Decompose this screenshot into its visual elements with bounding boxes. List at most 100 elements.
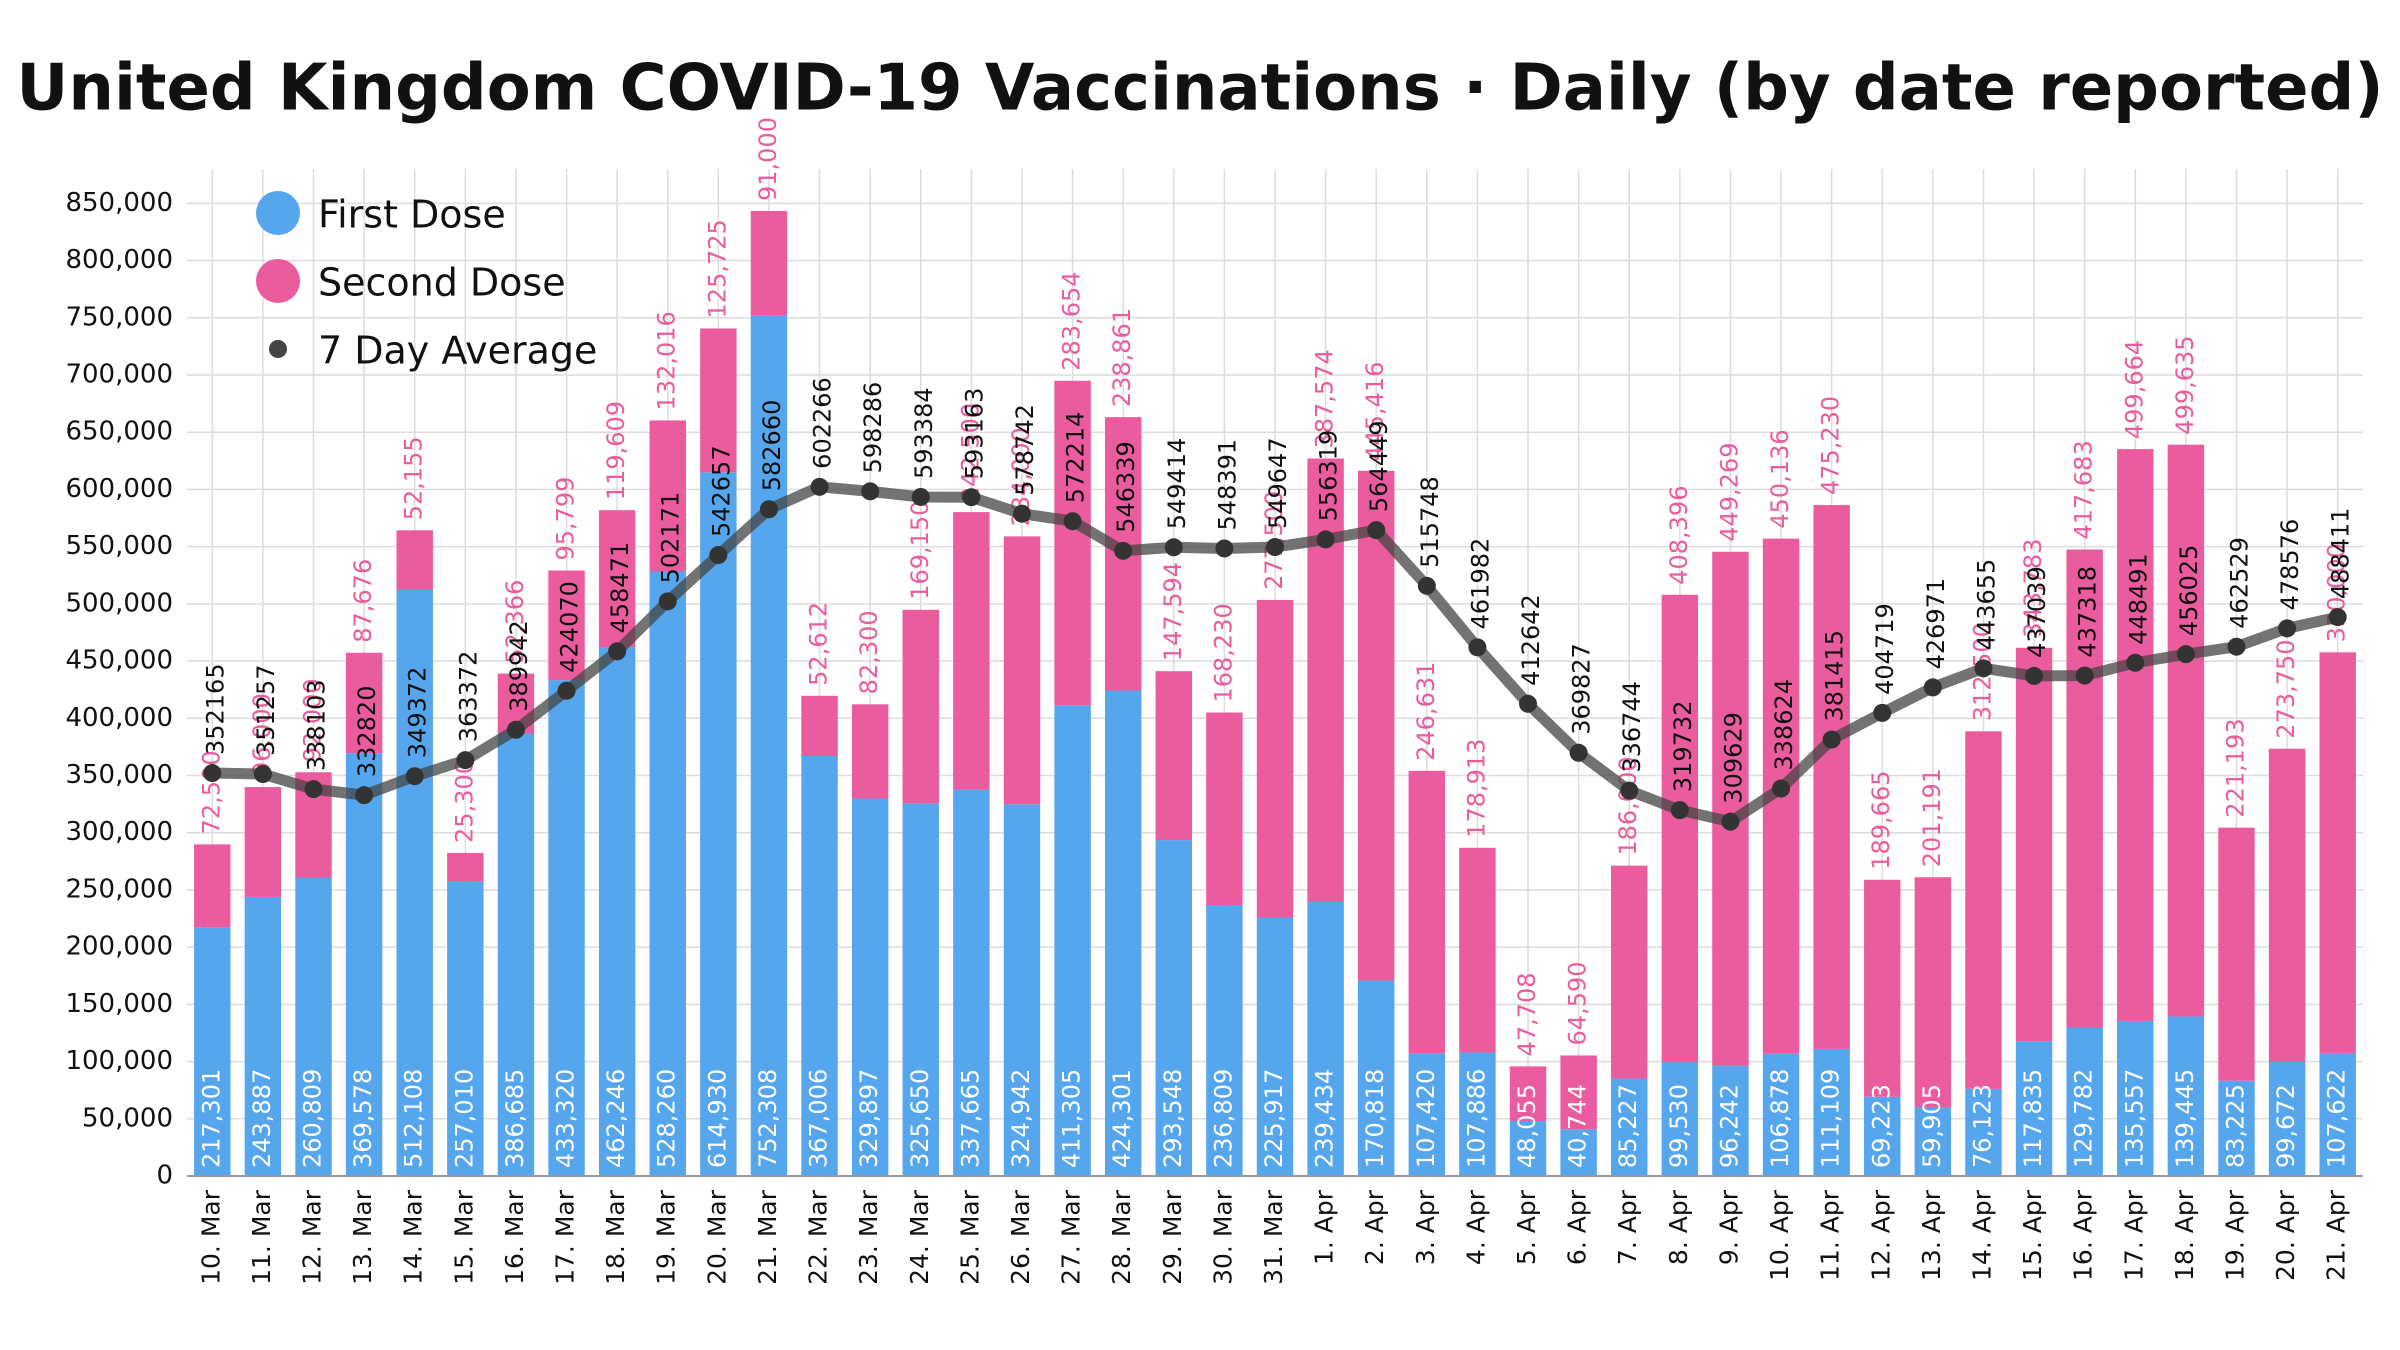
x-tick-label: 17. Apr — [2119, 1189, 2148, 1281]
average-label: 593384 — [910, 387, 938, 479]
average-point — [2075, 666, 2094, 685]
legend-label: Second Dose — [318, 261, 566, 305]
bar-segment — [1003, 536, 1041, 805]
average-label: 549647 — [1264, 437, 1292, 529]
y-tick-label: 800,000 — [65, 245, 173, 275]
data-label: 367,006 — [805, 1069, 833, 1168]
bar-segment — [851, 798, 889, 1176]
bar-segment — [1965, 1088, 2002, 1176]
x-tick-label: 12. Mar — [298, 1189, 327, 1285]
data-label: 499,635 — [2171, 335, 2199, 434]
data-label: 417,683 — [2070, 440, 2098, 539]
average-point — [861, 482, 880, 501]
y-tick-label: 600,000 — [65, 474, 173, 504]
bar-segment — [598, 510, 636, 648]
x-tick-label: 21. Mar — [753, 1189, 782, 1285]
bar-segment — [1054, 705, 1091, 1176]
data-label: 96,242 — [1715, 1084, 1743, 1168]
data-label: 119,609 — [602, 401, 630, 500]
average-point — [2176, 645, 2195, 664]
x-tick-label: 23. Mar — [854, 1189, 883, 1285]
average-point — [1721, 812, 1740, 831]
average-label: 478576 — [2276, 519, 2304, 611]
data-label: 239,434 — [1311, 1069, 1339, 1168]
average-label: 556319 — [1315, 430, 1343, 522]
bar-segment — [953, 512, 990, 790]
average-label: 542657 — [707, 445, 735, 537]
legend-marker — [256, 259, 300, 303]
bar-segment — [1560, 1055, 1597, 1130]
average-point — [1519, 694, 1538, 713]
data-label: 52,366 — [501, 580, 529, 664]
average-label: 349372 — [404, 667, 432, 759]
average-point — [1468, 638, 1487, 657]
data-label: 129,782 — [2070, 1069, 2098, 1168]
bar-segment — [345, 753, 383, 1176]
x-tick-label: 17. Mar — [551, 1189, 580, 1285]
data-label: 69,223 — [1867, 1084, 1895, 1168]
data-label: 528,260 — [653, 1069, 681, 1168]
bar-segment — [447, 852, 484, 882]
average-point — [1670, 801, 1689, 820]
bar-segment — [1003, 804, 1041, 1176]
data-label: 411,305 — [1058, 1069, 1086, 1168]
x-tick-label: 4. Apr — [1461, 1189, 1490, 1265]
bar-segment — [2167, 1016, 2205, 1176]
bar-segment — [497, 733, 535, 1176]
bar-segment — [1206, 905, 1243, 1176]
bar-segment — [2218, 827, 2255, 1081]
bar-segment — [1914, 877, 1952, 1108]
average-point — [253, 765, 272, 784]
bar-segment — [2066, 1027, 2103, 1176]
bar-segment — [194, 844, 231, 928]
x-tick-label: 29. Mar — [1158, 1189, 1187, 1285]
bar-segment — [1611, 1078, 1648, 1176]
x-tick-label: 18. Apr — [2170, 1189, 2199, 1281]
average-point — [1620, 781, 1639, 800]
data-label: 221,193 — [2221, 718, 2249, 817]
y-tick-label: 350,000 — [65, 760, 173, 790]
bar-segment — [1104, 690, 1142, 1176]
data-label: 107,622 — [2323, 1069, 2351, 1168]
bar-segment — [396, 530, 433, 590]
bar-segment — [1813, 1048, 1850, 1176]
bar-segment — [1762, 1053, 1800, 1176]
bar-segment — [700, 328, 737, 473]
data-label: 387,574 — [1311, 349, 1339, 448]
x-tick-label: 13. Mar — [348, 1189, 377, 1285]
y-tick-label: 750,000 — [65, 302, 173, 332]
bar-segment — [548, 680, 585, 1176]
bar-segment — [1509, 1066, 1547, 1122]
y-tick-label: 250,000 — [65, 874, 173, 904]
data-label: 52,155 — [400, 436, 428, 520]
x-tick-label: 15. Apr — [2018, 1189, 2047, 1281]
bar-segment — [953, 789, 990, 1176]
average-label: 549414 — [1163, 438, 1191, 530]
data-label: 201,191 — [1918, 768, 1946, 867]
data-label: 147,594 — [1159, 562, 1187, 661]
average-label: 309629 — [1719, 712, 1747, 804]
average-label: 363372 — [454, 651, 482, 743]
bar-segment — [1256, 599, 1294, 918]
data-label: 217,301 — [197, 1069, 225, 1168]
bars — [194, 210, 2356, 1177]
data-label: 85,227 — [1614, 1084, 1642, 1168]
average-label: 338103 — [303, 679, 331, 771]
bar-segment — [750, 315, 788, 1177]
average-point — [1316, 530, 1335, 549]
bar-segment — [1813, 505, 1850, 1049]
average-label: 319732 — [1669, 700, 1697, 792]
data-label: 283,654 — [1058, 271, 1086, 370]
data-label: 48,055 — [1513, 1084, 1541, 1168]
y-tick-label: 0 — [156, 1161, 173, 1191]
data-label: 329,897 — [855, 1069, 883, 1168]
y-tick-label: 650,000 — [65, 417, 173, 447]
data-label: 260,809 — [299, 1069, 327, 1168]
average-point — [1873, 703, 1892, 722]
bar-segment — [598, 647, 636, 1176]
average-label: 572214 — [1062, 412, 1090, 504]
data-label: 99,530 — [1665, 1084, 1693, 1168]
data-label: 386,685 — [501, 1069, 529, 1168]
x-tick-label: 8. Apr — [1664, 1189, 1693, 1265]
average-label: 369827 — [1568, 643, 1596, 735]
